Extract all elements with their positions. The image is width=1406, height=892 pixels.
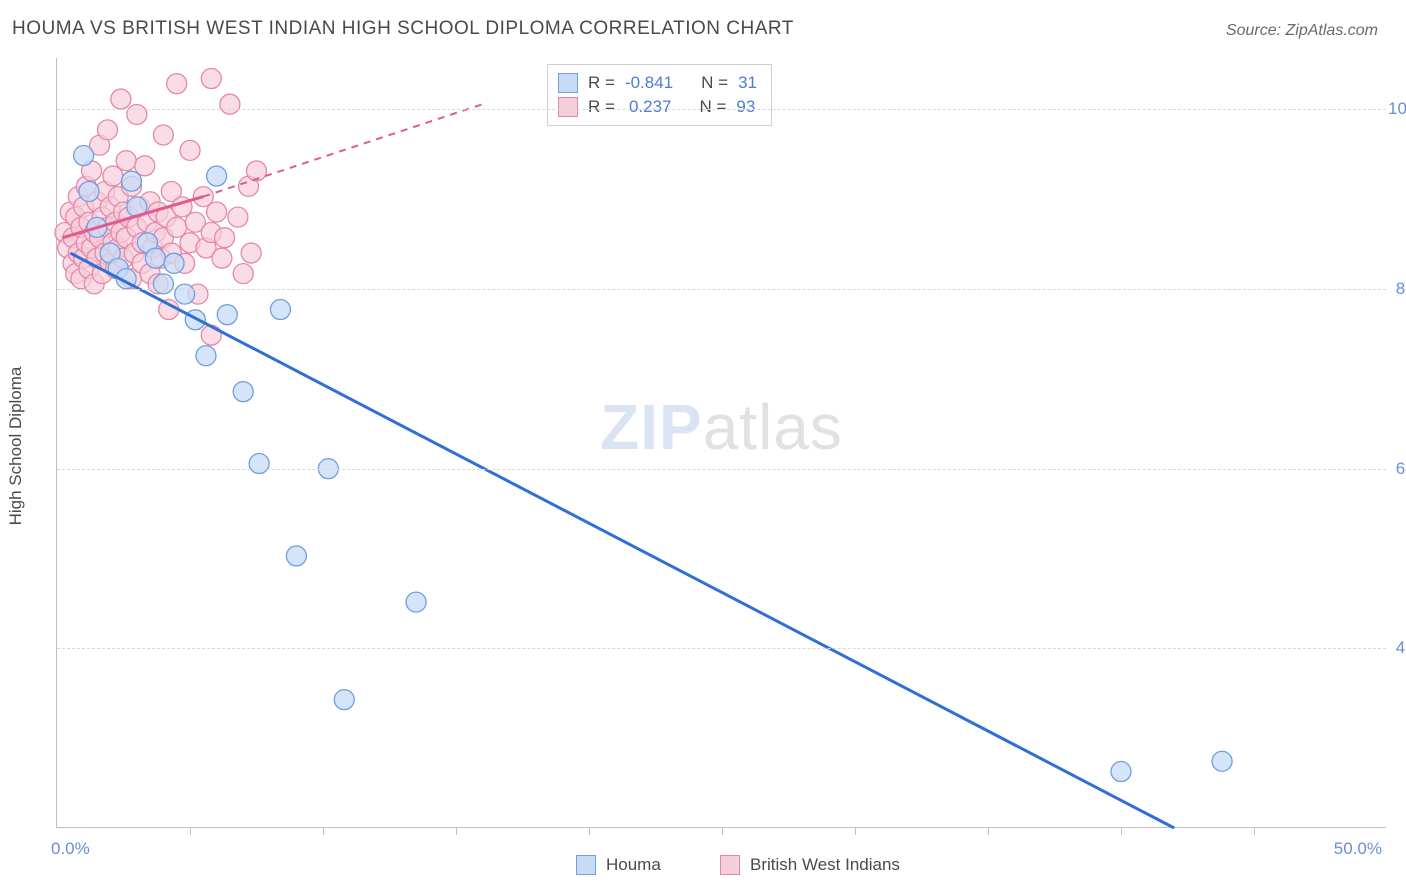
stat-N2: 93 (736, 95, 755, 119)
stat-N-label2: N = (699, 95, 726, 119)
x-tick (190, 827, 191, 835)
legend-label-bwi: British West Indians (750, 855, 900, 875)
legend-swatch-bwi (720, 855, 740, 875)
stat-R2: 0.237 (629, 95, 672, 119)
y-tick-label: 100.0% (1388, 99, 1406, 119)
x-tick (323, 827, 324, 835)
source-label: Source: ZipAtlas.com (1226, 22, 1378, 40)
y-tick-label: 65.0% (1388, 459, 1406, 479)
x-tick (456, 827, 457, 835)
x-tick (1254, 827, 1255, 835)
chart-title: HOUMA VS BRITISH WEST INDIAN HIGH SCHOOL… (12, 18, 794, 40)
gridline (57, 289, 1386, 290)
stats-box: R = -0.841 N = 31 R = 0.237 N = 93 (547, 64, 772, 126)
legend-swatch-houma (576, 855, 596, 875)
y-tick-label: 47.5% (1388, 638, 1406, 658)
stats-row-2: R = 0.237 N = 93 (558, 95, 757, 119)
x-tick (589, 827, 590, 835)
stat-R-label2: R = (588, 95, 615, 119)
legend-bwi: British West Indians (720, 855, 900, 875)
stats-row-1: R = -0.841 N = 31 (558, 71, 757, 95)
x-label-right: 50.0% (1334, 839, 1382, 859)
x-tick (1121, 827, 1122, 835)
swatch-bwi (558, 97, 578, 117)
chart-svg (57, 58, 1386, 827)
gridline (57, 648, 1386, 649)
x-tick (855, 827, 856, 835)
x-label-left: 0.0% (51, 839, 90, 859)
stat-R1: -0.841 (625, 71, 673, 95)
y-tick-label: 82.5% (1388, 279, 1406, 299)
legend-label-houma: Houma (606, 855, 661, 875)
plot-area: ZIPatlas R = -0.841 N = 31 R = 0.237 N =… (56, 58, 1386, 828)
gridline (57, 469, 1386, 470)
stat-R-label: R = (588, 71, 615, 95)
y-axis-label: High School Diploma (6, 367, 26, 526)
x-tick (722, 827, 723, 835)
gridline (57, 109, 1386, 110)
stat-N-label: N = (701, 71, 728, 95)
legend-houma: Houma (576, 855, 661, 875)
x-tick (988, 827, 989, 835)
swatch-houma (558, 73, 578, 93)
stat-N1: 31 (738, 71, 757, 95)
